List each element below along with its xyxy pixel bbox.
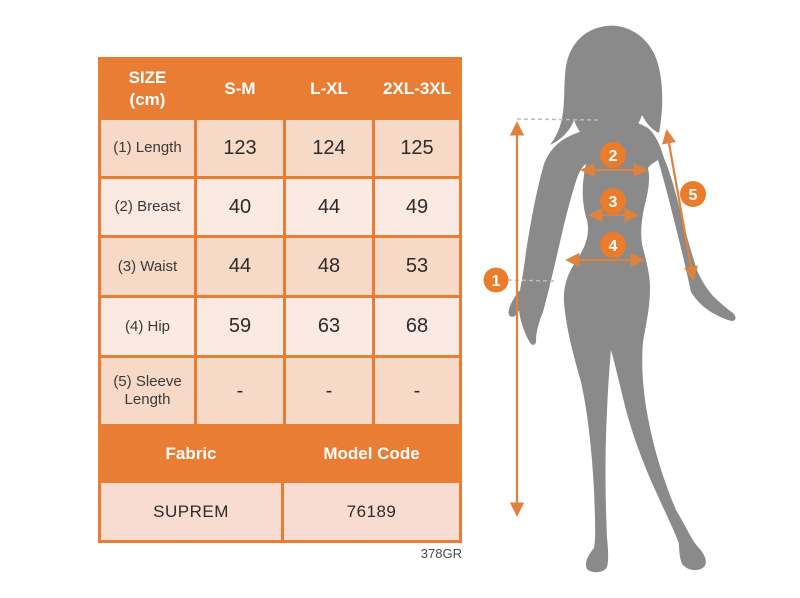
row-label-hip: (4) Hip <box>101 298 194 355</box>
size-unit-header: SIZE (cm) <box>101 60 194 117</box>
svg-text:5: 5 <box>689 187 698 204</box>
waist-value-s-m: 44 <box>197 238 283 295</box>
measurement-marker-2: 2 <box>600 142 626 168</box>
length-value-2xl-3xl: 125 <box>375 120 459 176</box>
hip-value-2xl-3xl: 68 <box>375 298 459 355</box>
column-header-s-m: S-M <box>197 60 283 117</box>
svg-text:3: 3 <box>609 194 618 211</box>
breast-value-s-m: 40 <box>197 179 283 235</box>
measurement-marker-5: 5 <box>680 181 706 207</box>
waist-value-l-xl: 48 <box>286 238 372 295</box>
length-value-l-xl: 124 <box>286 120 372 176</box>
sleeve-value-s-m: - <box>197 358 283 424</box>
fabric-value: SUPREM <box>101 483 281 540</box>
measurement-marker-3: 3 <box>600 188 626 214</box>
column-header-2xl-3xl: 2XL-3XL <box>375 60 459 117</box>
svg-text:4: 4 <box>609 238 618 255</box>
model-code-value: 76189 <box>284 483 459 540</box>
row-label-sleeve-length: (5) Sleeve Length <box>101 358 194 424</box>
column-header-l-xl: L-XL <box>286 60 372 117</box>
hip-value-s-m: 59 <box>197 298 283 355</box>
size-grid: SIZE (cm) S-M L-XL 2XL-3XL (1) Length 12… <box>101 60 459 424</box>
sleeve-arrow <box>661 129 699 281</box>
measurement-diagram: 1 2 3 4 5 <box>483 25 736 573</box>
sleeve-value-2xl-3xl: - <box>375 358 459 424</box>
row-label-length: (1) Length <box>101 120 194 176</box>
body-silhouette <box>508 25 736 573</box>
model-code-header: Model Code <box>284 427 459 480</box>
row-label-breast: (2) Breast <box>101 179 194 235</box>
measurement-marker-1: 1 <box>483 267 509 293</box>
breast-value-2xl-3xl: 49 <box>375 179 459 235</box>
sleeve-value-l-xl: - <box>286 358 372 424</box>
fabric-header: Fabric <box>101 427 281 480</box>
length-value-s-m: 123 <box>197 120 283 176</box>
fabric-info-grid: Fabric Model Code SUPREM 76189 <box>101 427 459 540</box>
hip-value-l-xl: 63 <box>286 298 372 355</box>
svg-text:1: 1 <box>492 273 501 290</box>
breast-value-l-xl: 44 <box>286 179 372 235</box>
measurement-marker-4: 4 <box>600 232 626 258</box>
svg-text:2: 2 <box>609 148 618 165</box>
style-code-footnote: 378GR <box>420 546 462 561</box>
waist-value-2xl-3xl: 53 <box>375 238 459 295</box>
row-label-waist: (3) Waist <box>101 238 194 295</box>
size-chart-table: SIZE (cm) S-M L-XL 2XL-3XL (1) Length 12… <box>98 57 462 543</box>
